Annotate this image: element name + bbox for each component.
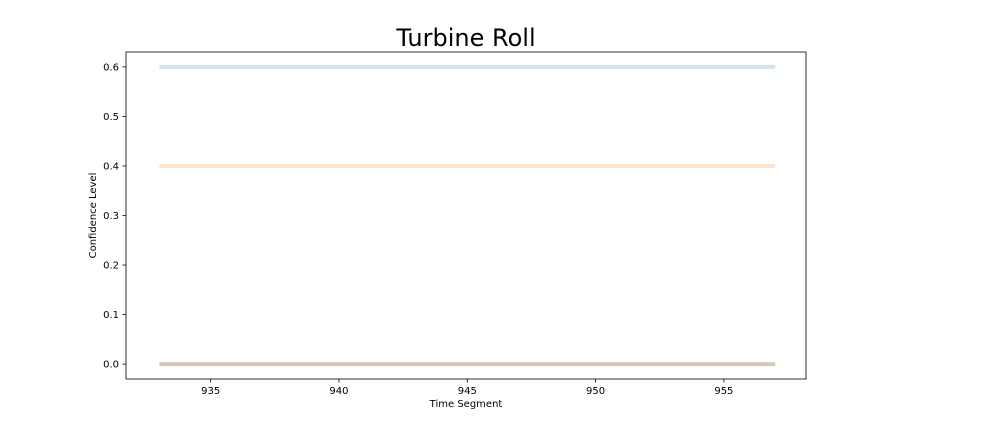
x-tick-label: 935	[201, 386, 220, 397]
y-tick-label: 0.6	[103, 62, 119, 73]
chart-title: Turbine Roll	[395, 24, 535, 52]
x-tick-label: 950	[586, 386, 605, 397]
y-tick-label: 0.3	[103, 211, 119, 222]
y-tick-label: 0.5	[103, 112, 119, 123]
series-layer	[159, 64, 776, 367]
y-tick-label: 0.4	[103, 161, 119, 172]
x-axis: 935 940 945 950 955	[201, 379, 733, 397]
y-axis-label: Confidence Level	[88, 173, 99, 259]
x-tick-label: 940	[329, 386, 348, 397]
y-tick-label: 0.2	[103, 261, 119, 272]
y-tick-label: 0.1	[103, 310, 119, 321]
y-axis: 0.0 0.1 0.2 0.3 0.4 0.5 0.6	[103, 62, 126, 371]
x-tick-label: 955	[714, 386, 733, 397]
x-tick-label: 945	[458, 386, 477, 397]
x-axis-label: Time Segment	[429, 399, 503, 410]
y-tick-label: 0.0	[103, 360, 119, 371]
